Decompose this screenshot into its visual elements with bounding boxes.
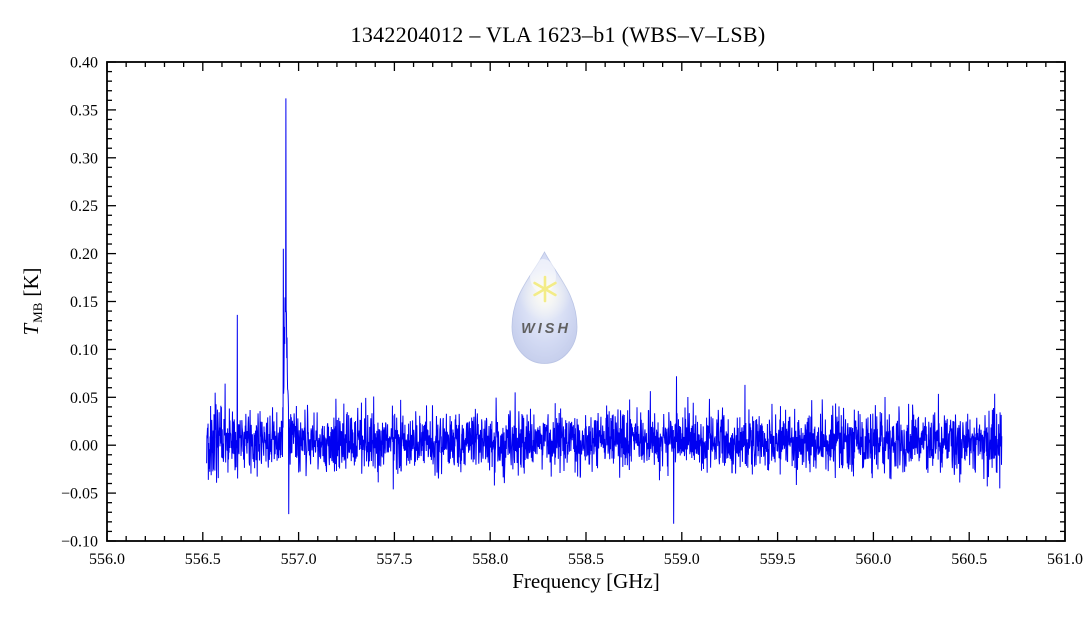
x-axis-label: Frequency [GHz] <box>512 569 660 593</box>
axes: 556.0 556.5 557.0 557.5 558.0 558.5 559.0 559.5… <box>61 55 1083 569</box>
x-tick-label: 560.5 <box>951 551 987 568</box>
x-tick-label: 558.5 <box>568 551 604 568</box>
y-tick-label: −0.05 <box>61 486 98 503</box>
spectrum-line <box>206 98 1003 524</box>
y-tick-label: 0.20 <box>70 246 98 263</box>
y-tick-label: 0.35 <box>70 102 98 119</box>
spectrum-trace <box>206 98 1003 524</box>
x-tick-label: 558.0 <box>472 551 508 568</box>
y-tick-label: 0.40 <box>70 55 98 72</box>
y-tick-label: 0.00 <box>70 438 98 455</box>
x-tick-label: 557.0 <box>281 551 317 568</box>
x-tick-label: 556.0 <box>89 551 125 568</box>
x-tick-label: 559.5 <box>760 551 796 568</box>
watermark-label: WISH <box>521 321 571 337</box>
y-label-symbol: T <box>19 323 43 336</box>
star-icon <box>533 275 557 303</box>
y-tick-label: −0.10 <box>61 534 98 551</box>
x-tick-label: 560.0 <box>855 551 891 568</box>
x-tick-label: 557.5 <box>376 551 412 568</box>
plot-title: 1342204012 – VLA 1623–b1 (WBS–V–LSB) <box>351 22 766 47</box>
y-tick-label: 0.10 <box>70 342 98 359</box>
x-tick-label: 559.0 <box>664 551 700 568</box>
y-label-unit: [K] <box>19 267 43 296</box>
y-label-subscript: MB <box>30 302 45 323</box>
x-tick-label: 561.0 <box>1047 551 1083 568</box>
y-tick-label: 0.15 <box>70 294 98 311</box>
y-tick-label: 0.30 <box>70 150 98 167</box>
x-tick-label: 556.5 <box>185 551 221 568</box>
wish-watermark: WISH <box>511 251 578 364</box>
y-tick-label: 0.25 <box>70 198 98 215</box>
y-tick-label: 0.05 <box>70 390 98 407</box>
y-axis-label: TMB [K] <box>19 267 45 335</box>
